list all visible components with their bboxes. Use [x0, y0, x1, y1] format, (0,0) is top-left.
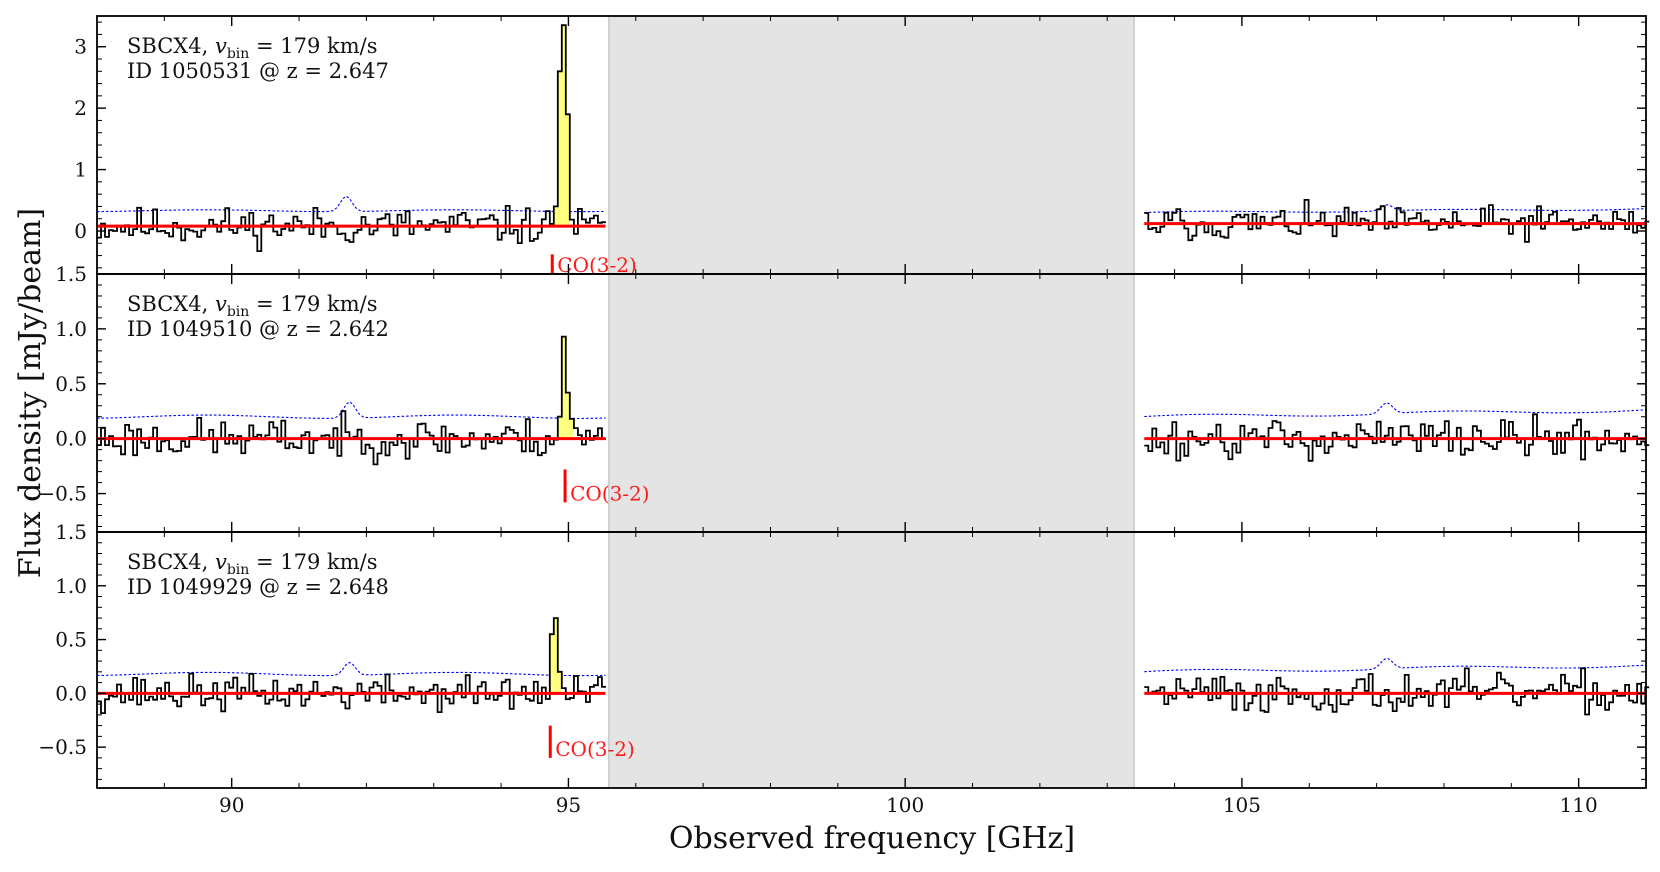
- x-axis-title: Observed frequency [GHz]: [669, 821, 1075, 856]
- panel-label-line1: SBCX4, vbin = 179 km/s: [127, 292, 377, 320]
- y-tick-label: 1.5: [55, 520, 87, 544]
- panel-label-line1: SBCX4, vbin = 179 km/s: [127, 34, 377, 62]
- y-tick-label: −0.5: [38, 482, 87, 506]
- panel-frame: [96, 531, 1647, 789]
- x-tick-label: 95: [556, 793, 581, 817]
- y-tick-label: 0.0: [55, 427, 87, 451]
- x-tick-label: 110: [1560, 793, 1598, 817]
- noise-curve-right: [1144, 204, 1647, 214]
- x-tick-label: 100: [886, 793, 924, 817]
- panel-1: CO(3-2) 0 1 2 3 SBCX4, vbin = 179 km/sID 1050…: [74, 15, 1650, 277]
- panel-label-line2: ID 1050531 @ z = 2.647: [127, 59, 389, 83]
- y-tick-label: 0.5: [55, 372, 87, 396]
- line-label: CO(3-2): [557, 253, 637, 277]
- spectrum-right: [1144, 199, 1650, 243]
- y-tick-label: 1.0: [55, 317, 87, 341]
- noise-curve-left: [97, 195, 606, 213]
- spectrum-left: [97, 335, 606, 466]
- spectrum-left: [97, 24, 606, 252]
- line-label: CO(3-2): [570, 481, 650, 505]
- noise-curve-right: [1144, 402, 1647, 418]
- spectrum-right: [1144, 667, 1650, 716]
- panel-3: CO(3-2) −0.5 0.0 0.5 1.0 1.5 SBCX4, vbin = 179…: [38, 520, 1650, 789]
- line-emission-fill: [549, 618, 562, 694]
- y-tick-label: 2: [74, 96, 87, 120]
- y-tick-label: 0: [74, 219, 87, 243]
- x-tick-label: 105: [1223, 793, 1261, 817]
- panel-label-line2: ID 1049510 @ z = 2.642: [127, 317, 389, 341]
- y-tick-label: 1.0: [55, 574, 87, 598]
- panel-label-line2: ID 1049929 @ z = 2.648: [127, 575, 389, 599]
- line-label: CO(3-2): [555, 737, 635, 761]
- spectrum-right: [1144, 413, 1650, 462]
- spectrum-left: [97, 617, 606, 714]
- y-tick-label: 0.5: [55, 628, 87, 652]
- x-tick-label: 90: [219, 793, 244, 817]
- noise-curve-right: [1144, 657, 1647, 673]
- y-tick-label: −0.5: [38, 735, 87, 759]
- y-tick-label: 1.5: [55, 262, 87, 286]
- gap-band: [608, 16, 1135, 788]
- y-tick-label: 1: [74, 158, 87, 182]
- noise-curve-left: [96, 400, 606, 419]
- panel-label-line1: SBCX4, vbin = 179 km/s: [127, 550, 377, 578]
- y-axis-title: Flux density [mJy/beam]: [13, 208, 48, 578]
- y-tick-label: 3: [74, 35, 87, 59]
- y-tick-label: 0.0: [55, 681, 87, 705]
- noise-curve-left: [96, 661, 606, 677]
